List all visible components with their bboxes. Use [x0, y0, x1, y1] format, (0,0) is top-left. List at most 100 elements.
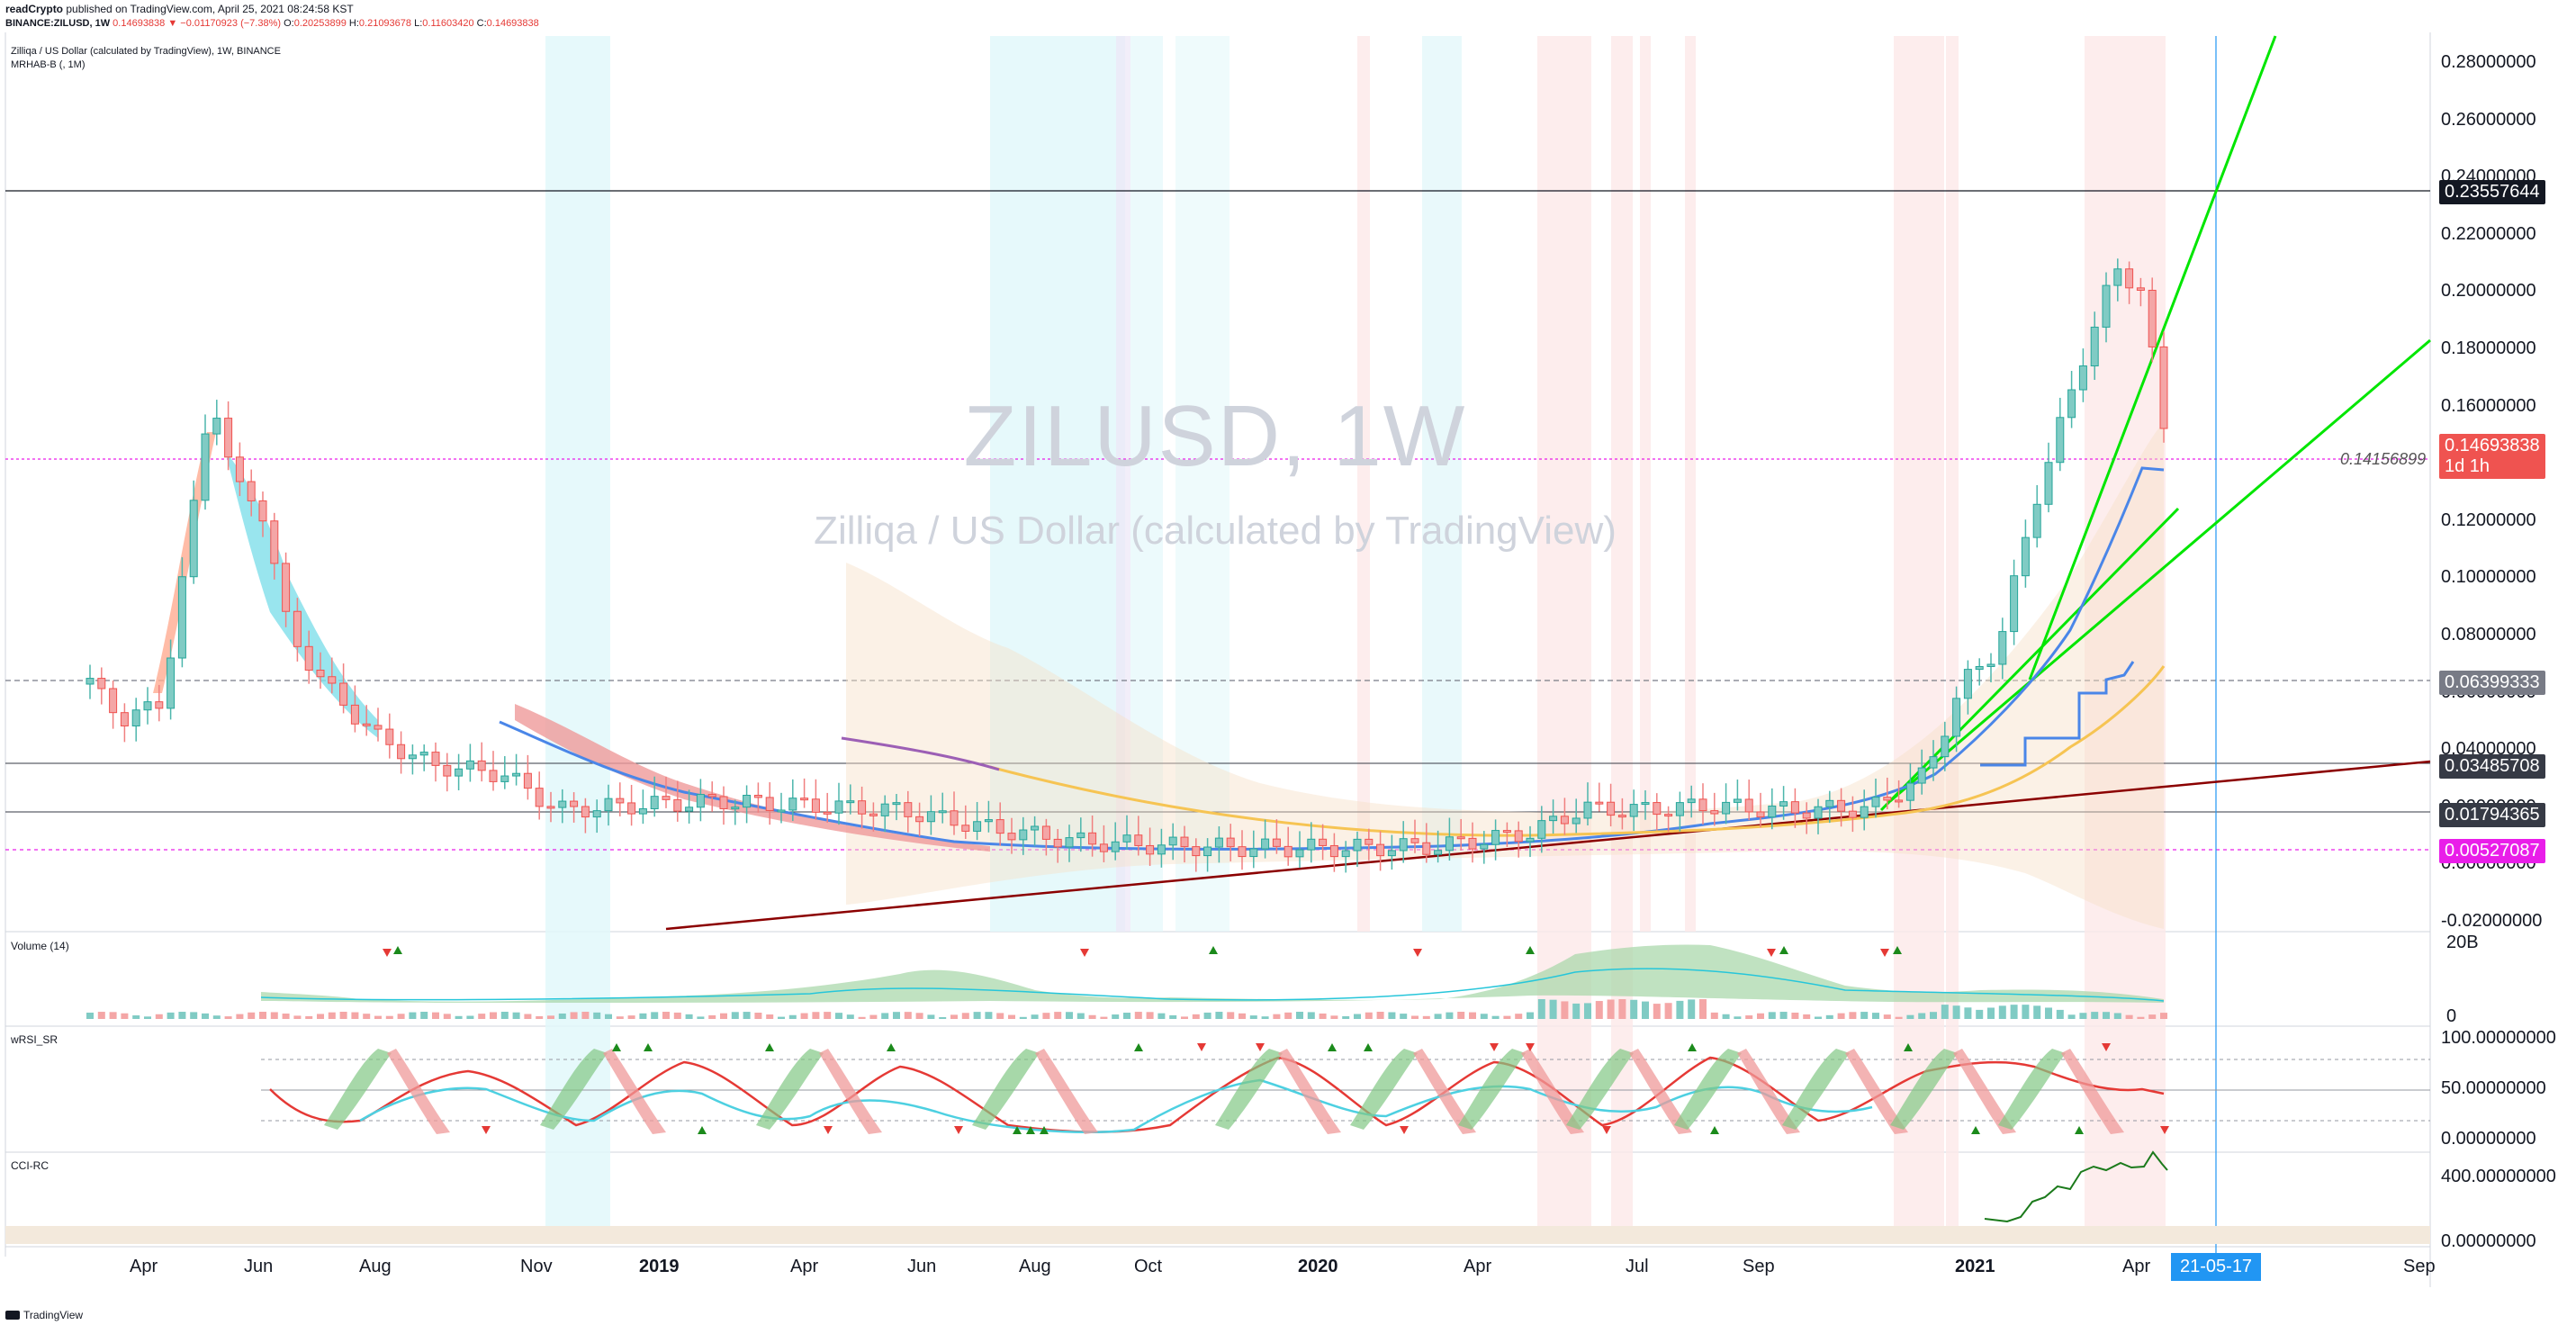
candle-body	[1088, 832, 1097, 845]
price-axis-tick: 0.22000000	[2441, 223, 2536, 244]
volume-bar	[950, 1014, 958, 1019]
candle-body	[1041, 825, 1050, 840]
volume-label[interactable]: Volume (14)	[11, 940, 69, 952]
buy-arrow-icon	[1779, 946, 1788, 954]
cci-label[interactable]: CCI-RC	[11, 1159, 49, 1172]
rsi-up-wave	[1674, 1049, 1742, 1130]
sell-arrow-icon	[383, 949, 392, 957]
volume-bar	[1837, 1013, 1845, 1019]
volatility-cloud	[846, 423, 2164, 929]
volume-bar	[109, 1012, 117, 1019]
candle-body	[1905, 782, 1914, 801]
candle-body	[1203, 846, 1212, 857]
candle-body	[1456, 836, 1465, 840]
candle-body	[1641, 802, 1650, 806]
candlestick-series[interactable]	[86, 258, 2168, 873]
volume-axis-zero: 0	[2446, 1006, 2457, 1026]
volume-bar	[1918, 1013, 1926, 1019]
sell-arrow-icon	[1880, 949, 1889, 957]
candle-body	[1607, 801, 1616, 816]
candle-body	[189, 500, 198, 578]
price-tag: 0.14693838 1d 1h	[2439, 434, 2545, 479]
candle-body	[282, 563, 291, 612]
rsi-axis-100: 100.00000000	[2441, 1028, 2556, 1048]
candle-body	[1226, 837, 1235, 848]
volume-bar	[224, 1016, 232, 1019]
volume-bar	[121, 1013, 129, 1019]
volume-bar	[1273, 1014, 1281, 1019]
rsi-down-wave	[1035, 1049, 1098, 1134]
rsi-label[interactable]: wRSI_SR	[11, 1033, 59, 1046]
volume-bar	[1157, 1013, 1166, 1019]
volume-bar	[351, 1012, 359, 1019]
candle-body	[1272, 838, 1281, 847]
candle-body	[247, 481, 256, 501]
candle-body	[97, 678, 106, 690]
volume-bar	[1607, 999, 1615, 1019]
volume-bar	[2056, 1009, 2064, 1019]
volume-bar	[1181, 1016, 1188, 1019]
candle-body	[1722, 801, 1731, 815]
volume-bar	[397, 1014, 405, 1019]
time-axis[interactable]: Apr Jun Aug Nov 2019 Apr Jun Aug Oct 2020 Apr Jul Se…	[0, 1257, 2436, 1284]
candle-body	[1387, 850, 1396, 857]
cci-axis-400: 400.00000000	[2441, 1167, 2556, 1186]
volume-bar	[1699, 999, 1707, 1019]
candle-body	[1975, 665, 1984, 671]
volume-bar	[812, 1012, 820, 1019]
volume-bar	[248, 1012, 256, 1019]
volume-bar	[1825, 1014, 1833, 1019]
high-value: 0.21093678	[358, 18, 412, 29]
volume-bar	[409, 1012, 417, 1019]
candle-body	[2032, 503, 2041, 538]
volume-bar	[1883, 1014, 1891, 1019]
cursor-date-badge: 21-05-17	[2171, 1253, 2262, 1281]
volume-bar	[996, 1013, 1004, 1019]
candle-body	[1341, 850, 1350, 858]
volume-bar	[1342, 1016, 1350, 1019]
buy-arrow-icon	[1134, 1043, 1143, 1051]
volume-bar	[2137, 1016, 2145, 1019]
candle-body	[535, 788, 544, 807]
orange-ma	[989, 665, 2166, 837]
tradingview-brand[interactable]: TradingView	[5, 1309, 83, 1321]
volume-bar	[558, 1013, 566, 1019]
price-axis-tick: 0.10000000	[2441, 567, 2536, 588]
volume-bar	[1630, 999, 1638, 1019]
candle-body	[995, 819, 1004, 834]
candle-body	[431, 752, 440, 766]
time-axis-label: Aug	[359, 1257, 392, 1276]
sell-arrow-icon	[1526, 1043, 1535, 1051]
volume-bar	[581, 1012, 590, 1019]
candle-body	[938, 810, 947, 814]
candle-body	[109, 688, 118, 714]
indicator-title[interactable]: MRHAB-B (, 1M)	[11, 59, 86, 70]
chart-title[interactable]: Zilliqa / US Dollar (calculated by Tradi…	[11, 46, 281, 57]
candle-body	[1744, 798, 1753, 813]
candle-body	[455, 768, 464, 777]
buy-arrow-icon	[1209, 946, 1218, 954]
buy-arrow-icon	[612, 1043, 621, 1051]
sell-arrow-icon	[1197, 1043, 1206, 1051]
candle-body	[869, 813, 878, 816]
candle-body	[328, 676, 337, 684]
candle-body	[1549, 816, 1558, 822]
volume-bar	[1815, 1016, 1822, 1019]
candle-body	[707, 794, 716, 798]
candle-body	[592, 810, 601, 818]
candle-body	[777, 809, 786, 813]
volume-bar	[1076, 1013, 1085, 1019]
publisher-name[interactable]: readCrypto	[5, 3, 64, 15]
candle-body	[719, 796, 728, 809]
candle-body	[2078, 365, 2087, 391]
candle-body	[1514, 830, 1523, 843]
volume-bar	[662, 1012, 670, 1019]
volume-bar	[720, 1013, 727, 1019]
volume-bar	[144, 1016, 151, 1019]
volume-bar	[881, 1013, 889, 1019]
candle-body	[419, 752, 428, 756]
rsi-down-wave	[1737, 1049, 1800, 1134]
buy-arrow-icon	[393, 946, 402, 954]
candle-body	[558, 800, 567, 808]
